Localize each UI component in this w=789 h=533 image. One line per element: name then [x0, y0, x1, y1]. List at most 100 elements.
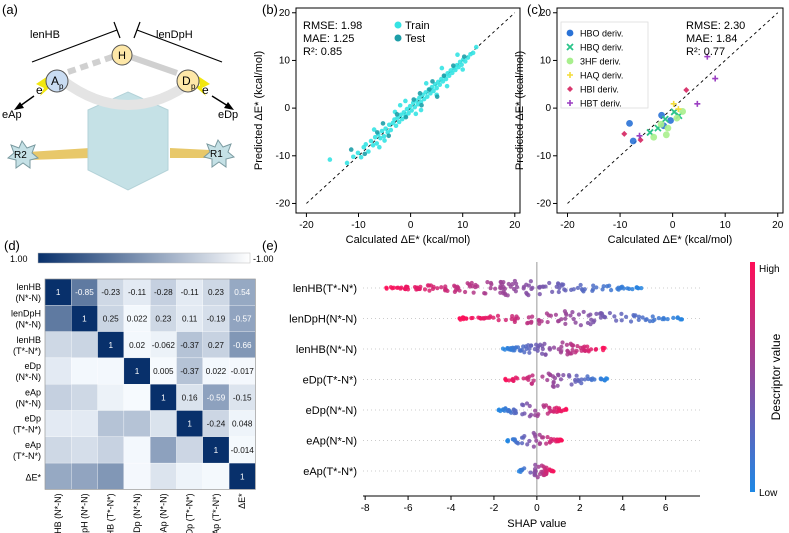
- shap-point: [547, 405, 552, 410]
- shap-point: [570, 310, 575, 315]
- heatmap-cell: [176, 462, 203, 490]
- y-axis-label: Predicted ΔE* (kcal/mol): [514, 51, 526, 170]
- data-point: [465, 55, 471, 60]
- colorbar-title: Descriptor value: [769, 333, 783, 420]
- x-tick-label: -4: [447, 503, 456, 514]
- data-point: [446, 73, 452, 78]
- shap-point: [563, 288, 568, 293]
- shap-point: [517, 348, 522, 353]
- shap-point: [570, 343, 576, 348]
- arc-connector: [58, 76, 198, 110]
- heatmap-cell: [150, 305, 177, 332]
- col-label: eDp (N*-N): [132, 493, 142, 533]
- shap-point: [574, 373, 579, 378]
- heatmap-value: 1: [135, 367, 140, 376]
- shap-point: [503, 317, 508, 323]
- data-point: [398, 112, 404, 118]
- data-point: [704, 53, 711, 60]
- heatmap-cell: [202, 436, 230, 464]
- data-point: [388, 127, 394, 133]
- heatmap-value: -0.59: [207, 393, 226, 402]
- shap-point: [656, 316, 661, 321]
- data-point: [650, 133, 658, 141]
- data-point: [626, 119, 633, 127]
- data-point: [417, 95, 422, 100]
- shap-point: [540, 435, 546, 440]
- col-label: lenHB (N*-N): [53, 493, 63, 533]
- shap-point: [521, 286, 526, 291]
- data-point: [418, 107, 424, 113]
- shap-point: [539, 469, 544, 474]
- x-tick-label: -6: [404, 503, 413, 514]
- y-tick-label: 0: [545, 103, 551, 114]
- shap-point: [625, 286, 630, 291]
- heatmap-cell: [44, 462, 72, 490]
- colorbar-max-label: -1.00: [253, 254, 274, 264]
- data-point: [423, 90, 429, 95]
- data-point: [348, 147, 354, 152]
- row-label: (T*-N*): [13, 425, 41, 435]
- shap-point: [585, 344, 590, 349]
- shap-point: [565, 349, 570, 354]
- heatmap-cell: [71, 410, 98, 437]
- shap-point: [506, 378, 512, 383]
- data-point: [386, 133, 392, 139]
- shap-point: [566, 373, 572, 378]
- shap-point: [536, 412, 541, 417]
- shap-point: [555, 372, 561, 377]
- panel-label-b: (b): [262, 2, 278, 17]
- shap-point: [460, 315, 465, 320]
- shap-point: [513, 289, 518, 294]
- feature-label: lenHB(T*-N*): [293, 283, 357, 295]
- R1-label: R1: [210, 149, 223, 160]
- heatmap-value: 0.23: [208, 288, 224, 297]
- heatmap-cell: [228, 436, 256, 464]
- shap-point: [500, 346, 506, 351]
- shap-point: [620, 284, 625, 289]
- shap-point: [505, 438, 511, 443]
- shap-point: [529, 286, 534, 292]
- shap-point: [519, 441, 525, 446]
- shap-point: [546, 371, 551, 376]
- shap-point: [589, 377, 594, 383]
- heatmap-cell: [150, 462, 177, 490]
- eDp-arrow: [211, 95, 229, 107]
- shap-point: [510, 314, 515, 319]
- shap-point: [562, 309, 568, 314]
- shap-point: [542, 472, 547, 478]
- shap-point: [520, 412, 525, 417]
- y-axis-label: Predicted ΔE* (kcal/mol): [253, 51, 265, 170]
- shap-colorbar: [750, 262, 755, 492]
- x-tick-label: 0: [670, 220, 676, 231]
- shap-point: [675, 315, 680, 320]
- shap-point: [514, 285, 520, 290]
- shap-point: [422, 287, 428, 292]
- legend-label: HBI deriv.: [580, 85, 619, 95]
- heatmap-value: 1: [108, 341, 113, 350]
- heatmap-cell: [150, 410, 177, 437]
- shap-point: [671, 315, 676, 320]
- shap-point: [539, 351, 545, 356]
- shap-point: [452, 289, 457, 295]
- data-point: [430, 79, 435, 84]
- x-tick-label: -10: [613, 220, 628, 231]
- heatmap-cell: [123, 436, 151, 464]
- x-axis-label: Calculated ΔE* (kcal/mol): [608, 234, 733, 246]
- shap-point: [607, 283, 612, 288]
- shap-point: [665, 316, 670, 322]
- shap-point: [506, 408, 512, 413]
- scatter-chart-c: -20 -10 0 10 20 -20 -10 0 10 20 Calculated ΔE* (kc…: [514, 7, 784, 246]
- heatmap-cell: [123, 462, 151, 490]
- x-tick-label: -20: [299, 220, 314, 231]
- x-tick-label: 20: [772, 220, 784, 231]
- data-point: [456, 64, 461, 70]
- shap-point: [628, 319, 634, 324]
- shap-point: [573, 379, 578, 384]
- heatmap-cell: [123, 384, 151, 411]
- shap-point: [463, 289, 468, 295]
- shap-point: [522, 350, 527, 355]
- heatmap-value: -0.28: [154, 288, 173, 297]
- legend-label: 3HF deriv.: [580, 57, 621, 67]
- shap-point: [493, 286, 498, 291]
- shap-point: [597, 311, 603, 316]
